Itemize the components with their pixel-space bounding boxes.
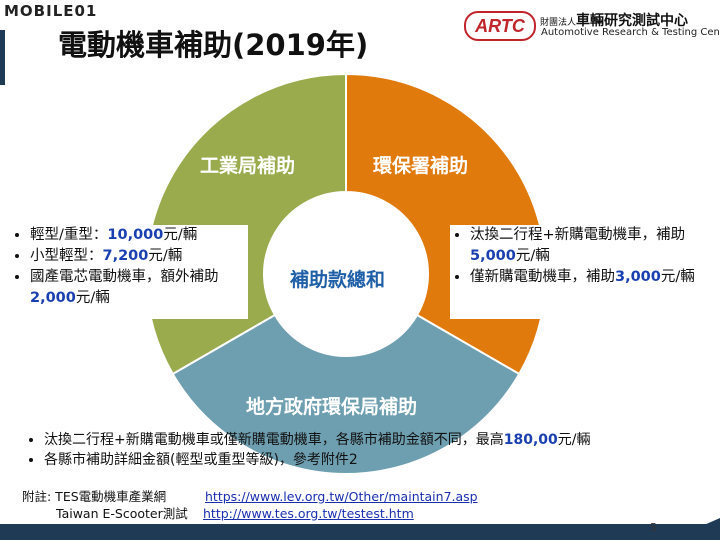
artc-logo: ARTC: [464, 11, 536, 41]
left-subsidy-box: 輕型/重型：10,000元/輛 小型輕型：7,200元/輛 國產電芯電動機車，額…: [10, 225, 248, 319]
left-item: 輕型/重型：10,000元/輛: [30, 225, 248, 246]
bottom-notch: [670, 518, 720, 540]
right-item: 僅新購電動機車，補助3,000元/輛: [470, 267, 712, 288]
right-item: 汰換二行程+新購電動機車，補助5,000元/輛: [470, 225, 712, 267]
center-label: 補助款總和: [290, 269, 386, 291]
org-name-cn: 財團法人車輛研究測試中心: [540, 10, 688, 30]
segment-label-industrial: 工業局補助: [200, 155, 296, 177]
segment-label-epa: 環保署補助: [373, 155, 469, 177]
left-accent-bar: [0, 30, 5, 85]
org-name: 車輛研究測試中心: [576, 13, 689, 29]
note-item: 汰換二行程+新購電動機車或僅新購電動機車，各縣市補助金額不同，最高180,00元…: [44, 430, 590, 450]
segment-local: [171, 313, 521, 475]
notes-list: 汰換二行程+新購電動機車或僅新購電動機車，各縣市補助金額不同，最高180,00元…: [20, 430, 590, 470]
footnote-link-tes[interactable]: http://www.tes.org.tw/testest.htm: [203, 506, 414, 521]
donut-center: [265, 193, 427, 355]
page-title: 電動機車補助(2019年): [58, 28, 369, 62]
bottom-bar: [0, 524, 720, 540]
footnote-label-tw-escooter: Taiwan E-Scooter測試: [56, 506, 188, 521]
left-item: 國產電芯電動機車，額外補助2,000元/輛: [30, 267, 248, 309]
mobile01-logo: MOBILE01: [4, 2, 98, 20]
org-prefix: 財團法人: [540, 18, 577, 28]
org-name-en: Automotive Research & Testing Center: [541, 27, 720, 38]
left-item: 小型輕型：7,200元/輛: [30, 246, 248, 267]
note-item: 各縣市補助詳細金額(輕型或重型等級)，參考附件2: [44, 450, 590, 470]
footnote-link-lev[interactable]: https://www.lev.org.tw/Other/maintain7.a…: [205, 489, 478, 504]
page-number: 5: [650, 521, 657, 534]
segment-label-local: 地方政府環保局補助: [246, 396, 418, 418]
footnote-label-tes: 附註: TES電動機車產業網: [22, 489, 167, 504]
right-subsidy-box: 汰換二行程+新購電動機車，補助5,000元/輛 僅新購電動機車，補助3,000元…: [450, 225, 712, 319]
